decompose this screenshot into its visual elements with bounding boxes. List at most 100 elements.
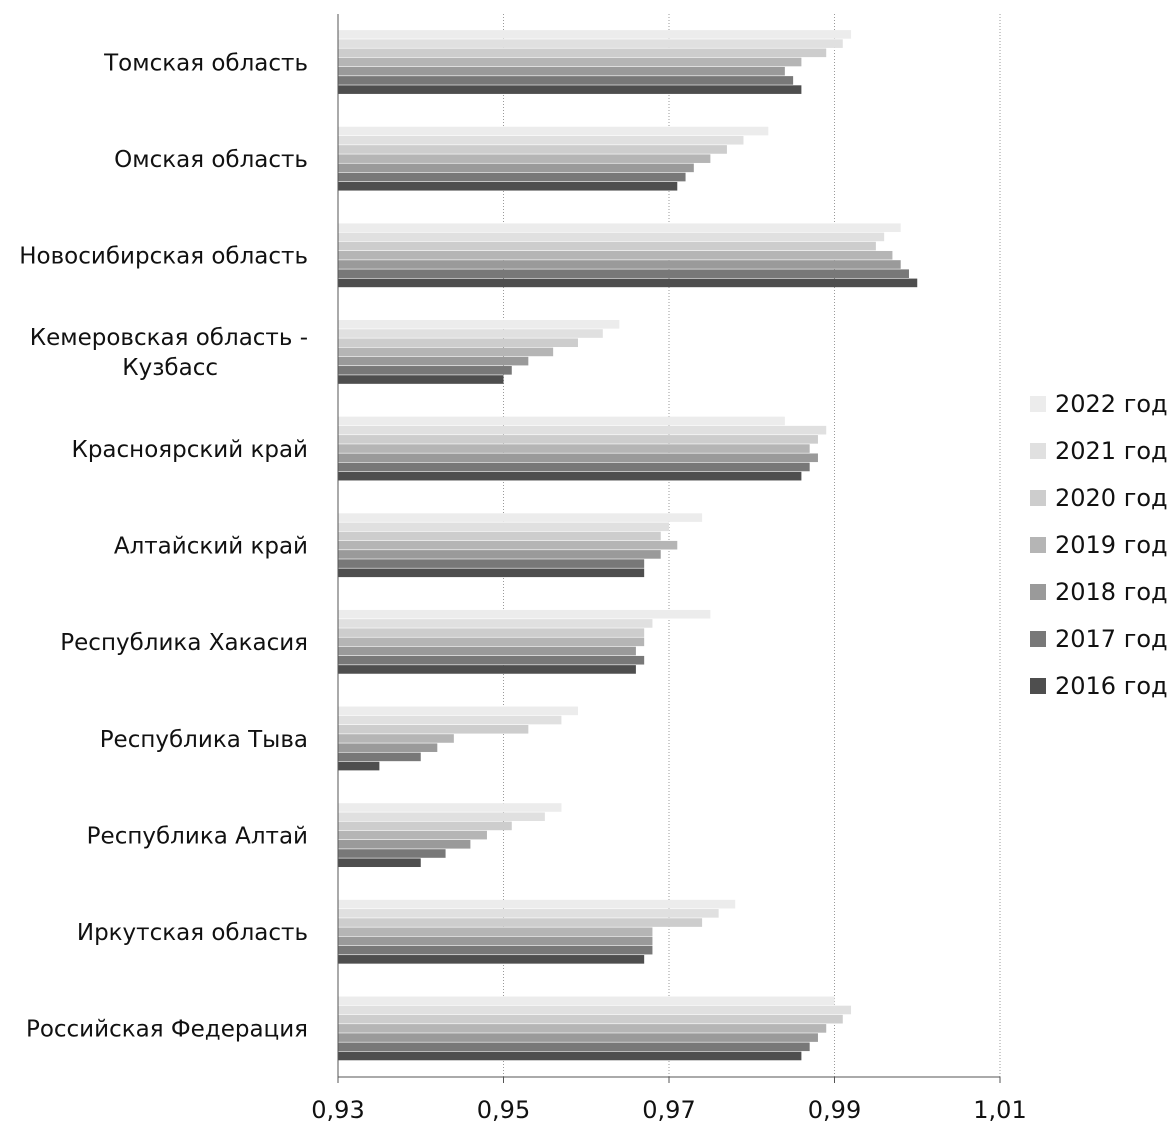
bar-2019-год-5 [338, 540, 678, 550]
bar-2022-год-8 [338, 803, 562, 812]
bar-2019-год-2 [338, 250, 893, 260]
bar-2018-год-0 [338, 66, 785, 76]
bar-2020-год-8 [338, 821, 512, 831]
bar-2019-год-1 [338, 154, 711, 163]
bar-2017-год-1 [338, 172, 686, 182]
bar-2018-год-6 [338, 646, 636, 656]
bar-2021-год-2 [338, 232, 885, 242]
bar-2020-год-6 [338, 628, 645, 637]
category-label: Новосибирская область [19, 244, 308, 270]
bar-2016-год-8 [338, 858, 421, 868]
legend: 2022 год 2021 год 2020 год 2019 год 2018 год… [1030, 390, 1168, 700]
legend-swatch [1030, 678, 1046, 694]
bar-2020-год-9 [338, 918, 703, 927]
bar-2018-год-10 [338, 1033, 818, 1042]
legend-label: 2016 год [1055, 672, 1168, 700]
bar-2021-год-0 [338, 39, 843, 48]
bar-2017-год-8 [338, 849, 446, 858]
bar-2021-год-5 [338, 522, 669, 532]
bar-2019-год-4 [338, 444, 810, 453]
bar-2018-год-4 [338, 453, 818, 463]
legend-label: 2018 год [1055, 578, 1168, 606]
bar-2022-год-6 [338, 609, 711, 619]
bar-2019-год-8 [338, 830, 487, 840]
legend-label: 2017 год [1055, 625, 1168, 653]
bar-2021-год-4 [338, 425, 827, 435]
category-label: Республика Тыва [100, 727, 308, 753]
bar-2019-год-0 [338, 57, 802, 67]
bar-2021-год-10 [338, 1005, 852, 1015]
category-label: Томская область [103, 50, 308, 76]
legend-swatch [1030, 584, 1046, 600]
bar-2021-год-6 [338, 619, 653, 628]
bar-2020-год-2 [338, 241, 876, 251]
legend-swatch [1030, 537, 1046, 553]
category-label: Алтайский край [114, 534, 308, 560]
bars [338, 30, 918, 1061]
bar-2021-год-3 [338, 329, 603, 338]
bar-2017-год-6 [338, 655, 645, 665]
bar-2022-год-4 [338, 416, 785, 426]
bar-2020-год-7 [338, 724, 529, 734]
bar-2022-год-1 [338, 126, 769, 136]
x-tick-labels: 0,93 0,95 0,97 0,99 1,01 [311, 1077, 1027, 1124]
bar-2020-год-3 [338, 338, 578, 348]
bar-2017-год-5 [338, 559, 645, 568]
bar-2018-год-7 [338, 743, 438, 752]
bar-2019-год-10 [338, 1024, 827, 1033]
bar-2020-год-0 [338, 48, 827, 58]
category-labels: Томская область Омская область Новосибирск… [19, 50, 308, 1042]
bar-2017-год-3 [338, 366, 512, 375]
bar-2017-год-2 [338, 269, 909, 278]
category-label: Кемеровская область - [30, 325, 308, 351]
category-label: Красноярский край [72, 437, 309, 463]
category-label: Кузбасс [122, 355, 218, 381]
bar-2017-год-0 [338, 76, 794, 85]
legend-label: 2022 год [1055, 390, 1168, 418]
bar-2021-год-8 [338, 812, 545, 822]
legend-label: 2019 год [1055, 531, 1168, 559]
bar-2017-год-9 [338, 945, 653, 955]
bar-2016-год-0 [338, 85, 802, 94]
bar-2016-год-9 [338, 955, 645, 964]
bar-2019-год-3 [338, 347, 554, 357]
bar-2022-год-2 [338, 223, 901, 232]
x-tick-label: 0,99 [808, 1096, 861, 1124]
bar-2020-год-1 [338, 145, 727, 154]
bar-2016-год-6 [338, 665, 636, 674]
bar-2016-год-5 [338, 568, 645, 578]
bar-2016-год-7 [338, 761, 380, 771]
x-tick-label: 0,97 [642, 1096, 695, 1124]
bar-2021-год-1 [338, 135, 744, 145]
bar-2018-год-8 [338, 840, 471, 849]
bar-2016-год-3 [338, 375, 504, 384]
legend-label: 2020 год [1055, 484, 1168, 512]
legend-swatch [1030, 490, 1046, 506]
category-label: Российская Федерация [26, 1017, 308, 1043]
bar-2016-год-4 [338, 471, 802, 481]
legend-label: 2021 год [1055, 437, 1168, 465]
bar-2017-год-4 [338, 462, 810, 472]
bar-2018-год-2 [338, 260, 901, 269]
bar-2018-год-3 [338, 356, 529, 366]
legend-swatch [1030, 631, 1046, 647]
legend-swatch [1030, 396, 1046, 412]
bar-2018-год-5 [338, 550, 661, 559]
legend-swatch [1030, 443, 1046, 459]
bar-2017-год-7 [338, 752, 421, 762]
bar-2020-год-10 [338, 1014, 843, 1024]
bar-2018-год-1 [338, 163, 694, 173]
bar-2019-год-7 [338, 734, 454, 743]
category-label: Иркутская область [77, 920, 308, 946]
category-label: Республика Алтай [87, 823, 308, 849]
bar-2016-год-10 [338, 1051, 802, 1061]
bar-2018-год-9 [338, 936, 653, 946]
bar-2019-год-6 [338, 637, 645, 647]
x-tick-label: 1,01 [973, 1096, 1026, 1124]
bar-2016-год-2 [338, 278, 918, 288]
bar-2022-год-0 [338, 30, 852, 39]
bar-2022-год-5 [338, 513, 703, 522]
bar-2016-год-1 [338, 181, 678, 191]
